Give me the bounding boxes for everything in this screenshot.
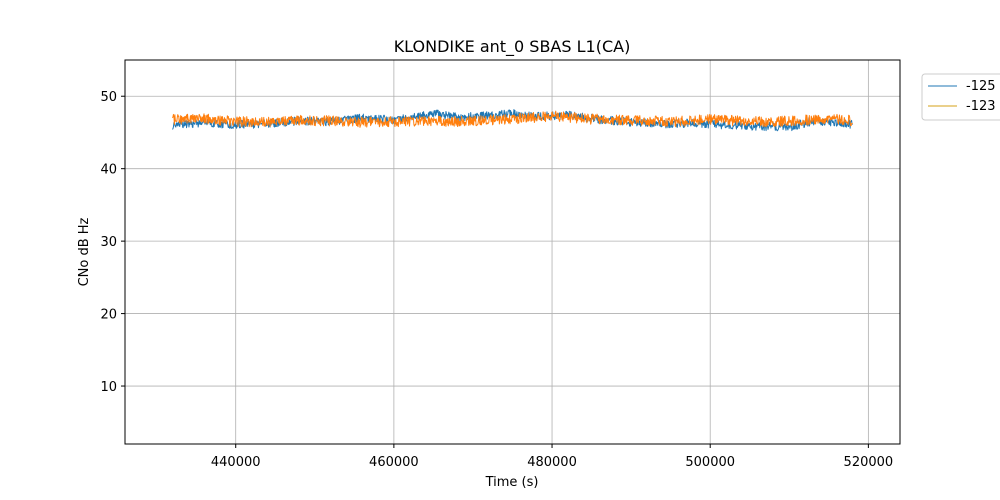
x-tick-label: 460000 — [369, 455, 419, 470]
legend: -125 -123 — [921, 73, 1000, 121]
y-tick-label: 20 — [100, 308, 117, 323]
series-line-neg123 — [172, 110, 853, 128]
x-tick-label: 480000 — [527, 455, 577, 470]
x-tick-label: 440000 — [211, 455, 261, 470]
series-lines — [172, 109, 853, 132]
y-axis-label: CNo dB Hz — [77, 217, 92, 286]
x-tick-label: 500000 — [685, 455, 735, 470]
axis-ticks: 440000 460000 480000 500000 520000 10 20 30 40 50 — [100, 90, 893, 470]
chart-title: KLONDIKE ant_0 SBAS L1(CA) — [394, 37, 631, 57]
y-tick-label: 40 — [100, 163, 117, 178]
x-tick-label: 520000 — [844, 455, 894, 470]
y-tick-label: 30 — [100, 235, 117, 250]
plot-frame — [124, 59, 901, 445]
x-axis-label: Time (s) — [485, 475, 539, 490]
y-tick-label: 50 — [100, 90, 117, 105]
y-tick-label: 10 — [100, 380, 117, 395]
legend-label-123: -123 — [966, 99, 996, 114]
grid-lines — [125, 60, 900, 444]
legend-label-125: -125 — [966, 79, 996, 94]
